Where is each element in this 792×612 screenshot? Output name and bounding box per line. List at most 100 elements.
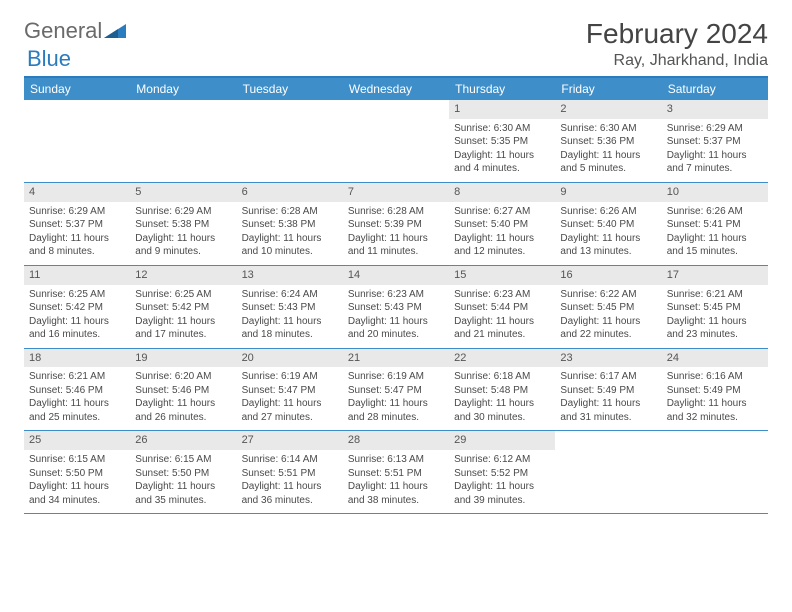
sunrise-text: Sunrise: 6:30 AM xyxy=(454,122,550,136)
sunrise-text: Sunrise: 6:19 AM xyxy=(242,370,338,384)
sunset-text: Sunset: 5:36 PM xyxy=(560,135,656,149)
day-number: 15 xyxy=(449,266,555,285)
sunset-text: Sunset: 5:39 PM xyxy=(348,218,444,232)
daylight-text: Daylight: 11 hours and 10 minutes. xyxy=(242,232,338,259)
sunrise-text: Sunrise: 6:19 AM xyxy=(348,370,444,384)
logo: General xyxy=(24,18,128,44)
day-header-row: SundayMondayTuesdayWednesdayThursdayFrid… xyxy=(24,78,768,100)
daylight-text: Daylight: 11 hours and 32 minutes. xyxy=(667,397,763,424)
sunset-text: Sunset: 5:51 PM xyxy=(348,467,444,481)
daylight-text: Daylight: 11 hours and 12 minutes. xyxy=(454,232,550,259)
day-number: 21 xyxy=(343,349,449,368)
sunrise-text: Sunrise: 6:15 AM xyxy=(135,453,231,467)
daylight-text: Daylight: 11 hours and 5 minutes. xyxy=(560,149,656,176)
sunset-text: Sunset: 5:42 PM xyxy=(135,301,231,315)
day-header: Friday xyxy=(555,78,661,100)
calendar-cell: 9Sunrise: 6:26 AMSunset: 5:40 PMDaylight… xyxy=(555,183,661,265)
daylight-text: Daylight: 11 hours and 20 minutes. xyxy=(348,315,444,342)
sunrise-text: Sunrise: 6:28 AM xyxy=(348,205,444,219)
calendar-cell: 7Sunrise: 6:28 AMSunset: 5:39 PMDaylight… xyxy=(343,183,449,265)
sunrise-text: Sunrise: 6:23 AM xyxy=(348,288,444,302)
calendar-cell: 27Sunrise: 6:14 AMSunset: 5:51 PMDayligh… xyxy=(237,431,343,513)
daylight-text: Daylight: 11 hours and 7 minutes. xyxy=(667,149,763,176)
daylight-text: Daylight: 11 hours and 23 minutes. xyxy=(667,315,763,342)
day-number: 23 xyxy=(555,349,661,368)
daylight-text: Daylight: 11 hours and 22 minutes. xyxy=(560,315,656,342)
sunrise-text: Sunrise: 6:29 AM xyxy=(29,205,125,219)
day-number: 10 xyxy=(662,183,768,202)
day-number: 16 xyxy=(555,266,661,285)
daylight-text: Daylight: 11 hours and 25 minutes. xyxy=(29,397,125,424)
sunrise-text: Sunrise: 6:25 AM xyxy=(29,288,125,302)
sunrise-text: Sunrise: 6:22 AM xyxy=(560,288,656,302)
calendar-cell: 18Sunrise: 6:21 AMSunset: 5:46 PMDayligh… xyxy=(24,349,130,431)
day-number: 25 xyxy=(24,431,130,450)
sunset-text: Sunset: 5:52 PM xyxy=(454,467,550,481)
sunset-text: Sunset: 5:37 PM xyxy=(667,135,763,149)
sunset-text: Sunset: 5:35 PM xyxy=(454,135,550,149)
day-header: Wednesday xyxy=(343,78,449,100)
calendar-cell: 28Sunrise: 6:13 AMSunset: 5:51 PMDayligh… xyxy=(343,431,449,513)
daylight-text: Daylight: 11 hours and 36 minutes. xyxy=(242,480,338,507)
calendar-week: 18 Sunrise: 6:21 AM Sunset: 5:46 PM Dayligh… xyxy=(24,349,768,432)
daylight-text: Daylight: 11 hours and 39 minutes. xyxy=(454,480,550,507)
logo-text-general: General xyxy=(24,18,102,44)
day-number: 19 xyxy=(130,349,236,368)
daylight-text: Daylight: 11 hours and 13 minutes. xyxy=(560,232,656,259)
calendar-cell: 12Sunrise: 6:25 AMSunset: 5:42 PMDayligh… xyxy=(130,266,236,348)
daylight-text: Daylight: 11 hours and 27 minutes. xyxy=(242,397,338,424)
sunset-text: Sunset: 5:44 PM xyxy=(454,301,550,315)
day-number: 27 xyxy=(237,431,343,450)
day-number: 12 xyxy=(130,266,236,285)
day-number: 3 xyxy=(662,100,768,119)
day-number: 4 xyxy=(24,183,130,202)
day-number: 28 xyxy=(343,431,449,450)
calendar-cell: 19Sunrise: 6:20 AMSunset: 5:46 PMDayligh… xyxy=(130,349,236,431)
calendar-cell-empty xyxy=(130,100,236,182)
calendar-cell: 22Sunrise: 6:18 AMSunset: 5:48 PMDayligh… xyxy=(449,349,555,431)
calendar-cell: 17Sunrise: 6:21 AMSunset: 5:45 PMDayligh… xyxy=(662,266,768,348)
sunset-text: Sunset: 5:38 PM xyxy=(242,218,338,232)
title-block: February 2024 Ray, Jharkhand, India xyxy=(586,18,768,70)
calendar-cell-empty xyxy=(237,100,343,182)
sunset-text: Sunset: 5:40 PM xyxy=(454,218,550,232)
calendar-cell: 4Sunrise: 6:29 AMSunset: 5:37 PMDaylight… xyxy=(24,183,130,265)
day-number: 18 xyxy=(24,349,130,368)
header: General February 2024 Ray, Jharkhand, In… xyxy=(24,18,768,70)
sunrise-text: Sunrise: 6:30 AM xyxy=(560,122,656,136)
calendar-cell-empty xyxy=(24,100,130,182)
day-header: Monday xyxy=(130,78,236,100)
calendar-cell: 24Sunrise: 6:16 AMSunset: 5:49 PMDayligh… xyxy=(662,349,768,431)
calendar-cell: 21Sunrise: 6:19 AMSunset: 5:47 PMDayligh… xyxy=(343,349,449,431)
sunrise-text: Sunrise: 6:26 AM xyxy=(667,205,763,219)
sunset-text: Sunset: 5:47 PM xyxy=(242,384,338,398)
sunset-text: Sunset: 5:51 PM xyxy=(242,467,338,481)
sunset-text: Sunset: 5:41 PM xyxy=(667,218,763,232)
sunset-text: Sunset: 5:49 PM xyxy=(560,384,656,398)
day-number: 29 xyxy=(449,431,555,450)
day-number: 5 xyxy=(130,183,236,202)
day-header: Tuesday xyxy=(237,78,343,100)
day-number: 13 xyxy=(237,266,343,285)
daylight-text: Daylight: 11 hours and 34 minutes. xyxy=(29,480,125,507)
sunset-text: Sunset: 5:38 PM xyxy=(135,218,231,232)
calendar-cell: 23Sunrise: 6:17 AMSunset: 5:49 PMDayligh… xyxy=(555,349,661,431)
calendar-week: 1Sunrise: 6:30 AMSunset: 5:35 PMDaylight… xyxy=(24,100,768,183)
sunrise-text: Sunrise: 6:26 AM xyxy=(560,205,656,219)
calendar-cell: 29Sunrise: 6:12 AMSunset: 5:52 PMDayligh… xyxy=(449,431,555,513)
day-number: 11 xyxy=(24,266,130,285)
sunrise-text: Sunrise: 6:24 AM xyxy=(242,288,338,302)
daylight-text: Daylight: 11 hours and 31 minutes. xyxy=(560,397,656,424)
day-number: 14 xyxy=(343,266,449,285)
daylight-text: Daylight: 11 hours and 11 minutes. xyxy=(348,232,444,259)
sunset-text: Sunset: 5:42 PM xyxy=(29,301,125,315)
calendar-cell: 14Sunrise: 6:23 AMSunset: 5:43 PMDayligh… xyxy=(343,266,449,348)
sunset-text: Sunset: 5:46 PM xyxy=(135,384,231,398)
logo-text-blue: Blue xyxy=(27,46,71,72)
calendar-week: 25Sunrise: 6:15 AMSunset: 5:50 PMDayligh… xyxy=(24,431,768,514)
calendar-cell: 3Sunrise: 6:29 AMSunset: 5:37 PMDaylight… xyxy=(662,100,768,182)
day-header: Saturday xyxy=(662,78,768,100)
day-number: 8 xyxy=(449,183,555,202)
sunrise-text: Sunrise: 6:21 AM xyxy=(29,370,125,384)
sunrise-text: Sunrise: 6:15 AM xyxy=(29,453,125,467)
